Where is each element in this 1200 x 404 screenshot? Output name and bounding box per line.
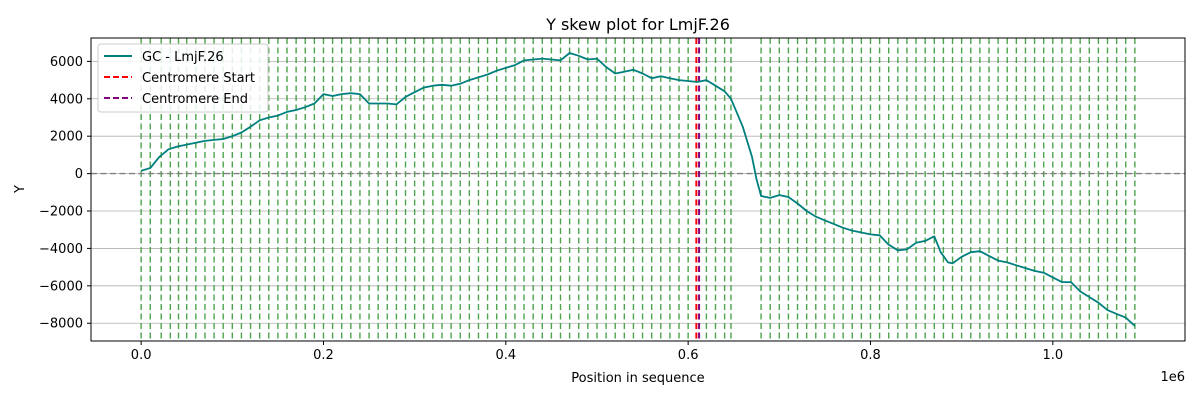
legend-label-centromere-end: Centromere End <box>142 92 248 107</box>
y-tick-label: 6000 <box>50 55 83 70</box>
x-tick-label: 0.2 <box>313 348 334 363</box>
x-axis: 0.0 0.2 0.4 0.6 0.8 1.0 <box>131 341 1063 363</box>
x-tick-label: 0.0 <box>131 348 152 363</box>
y-axis: −8000 −6000 −4000 −2000 0 2000 4000 6000 <box>39 55 91 332</box>
y-tick-label: 2000 <box>50 130 83 145</box>
chart-title: Y skew plot for LmjF.26 <box>545 15 730 34</box>
plot-frame <box>90 37 1186 342</box>
legend: GC - LmjF.26 Centromere Start Centromere… <box>97 43 269 113</box>
x-axis-offset: 1e6 <box>1160 370 1185 385</box>
y-tick-label: −6000 <box>39 279 83 294</box>
x-tick-label: 0.6 <box>678 348 699 363</box>
plot-area <box>91 38 1185 341</box>
series-line-gc <box>140 52 1136 327</box>
y-tick-label: 4000 <box>50 92 83 107</box>
x-axis-label: Position in sequence <box>571 371 704 386</box>
x-tick-label: 0.8 <box>860 348 881 363</box>
y-tick-label: −4000 <box>39 242 83 257</box>
y-tick-label: −2000 <box>39 205 83 220</box>
x-tick-label: 1.0 <box>1042 348 1063 363</box>
y-axis-label: Y <box>13 185 28 194</box>
y-tick-label: 0 <box>75 167 83 182</box>
legend-box <box>97 43 269 113</box>
x-tick-label: 0.4 <box>495 348 516 363</box>
legend-label-centromere-start: Centromere Start <box>142 71 255 86</box>
legend-label-gc: GC - LmjF.26 <box>142 50 224 65</box>
y-tick-label: −8000 <box>39 317 83 332</box>
